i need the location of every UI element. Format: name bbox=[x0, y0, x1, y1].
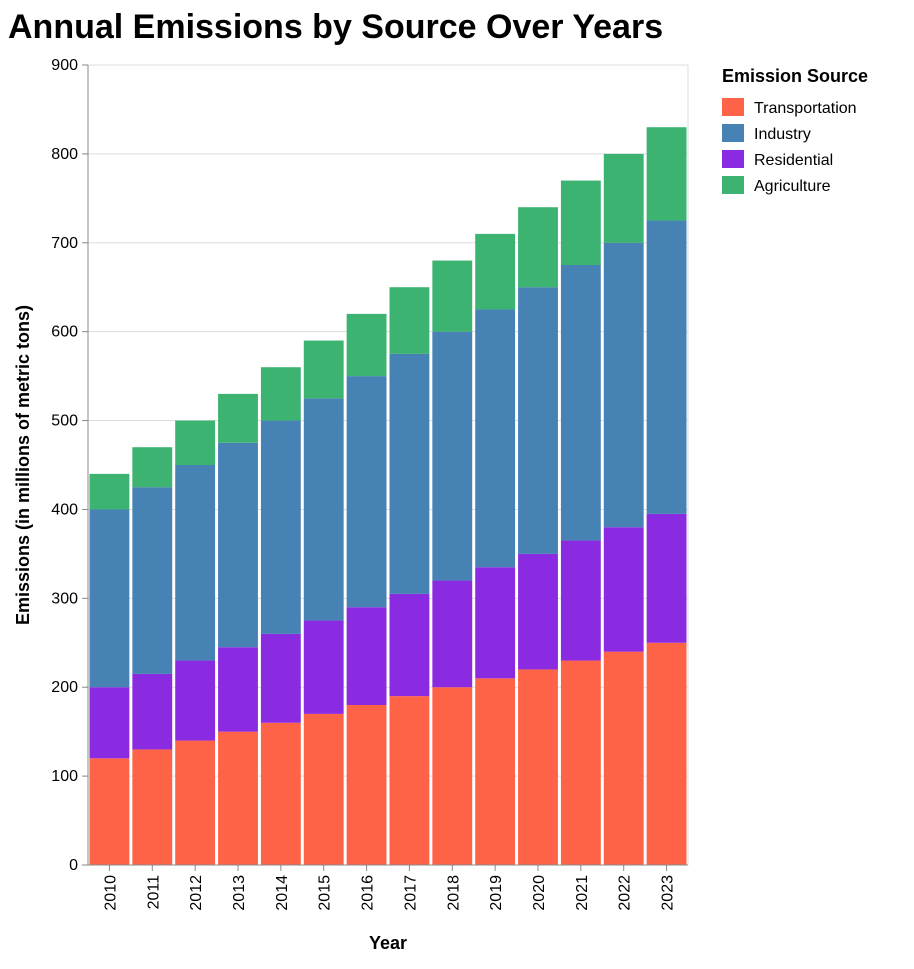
legend: Emission Source Transportation Industry Re… bbox=[722, 66, 868, 195]
bar-agriculture-2021 bbox=[560, 180, 601, 265]
x-tick-label: 2013 bbox=[231, 875, 248, 911]
bar-residential-2019 bbox=[475, 567, 516, 679]
x-tick-label: 2022 bbox=[617, 875, 634, 911]
x-tick-label: 2011 bbox=[145, 875, 162, 910]
y-tick-label: 200 bbox=[51, 679, 78, 696]
bar-residential-2021 bbox=[560, 540, 601, 661]
bar-industry-2021 bbox=[560, 265, 601, 541]
bar-industry-2019 bbox=[475, 309, 516, 568]
y-tick-label: 900 bbox=[51, 57, 78, 74]
bar-transportation-2015 bbox=[303, 713, 344, 865]
bar-residential-2010 bbox=[89, 687, 130, 759]
y-tick-label: 100 bbox=[51, 768, 78, 785]
bar-agriculture-2013 bbox=[218, 393, 258, 443]
x-tick-label: 2010 bbox=[102, 875, 119, 911]
bar-industry-2011 bbox=[132, 487, 173, 674]
x-tick-label: 2018 bbox=[445, 875, 462, 911]
bar-residential-2023 bbox=[646, 513, 687, 643]
x-tick-label: 2015 bbox=[317, 875, 334, 911]
x-tick-label: 2019 bbox=[488, 875, 505, 911]
bar-industry-2018 bbox=[432, 331, 473, 581]
legend-title: Emission Source bbox=[722, 66, 868, 86]
x-tick-label: 2014 bbox=[274, 875, 291, 911]
bar-industry-2016 bbox=[346, 376, 387, 608]
bar-industry-2013 bbox=[218, 442, 258, 648]
bar-transportation-2020 bbox=[518, 669, 558, 865]
bar-agriculture-2014 bbox=[260, 367, 301, 421]
bar-transportation-2021 bbox=[560, 660, 601, 865]
bar-agriculture-2018 bbox=[432, 260, 473, 332]
bars bbox=[89, 127, 687, 865]
bar-agriculture-2019 bbox=[475, 233, 516, 310]
bar-agriculture-2022 bbox=[603, 153, 644, 243]
x-tick-label: 2020 bbox=[531, 875, 548, 911]
bar-industry-2023 bbox=[646, 220, 687, 514]
bar-agriculture-2017 bbox=[389, 287, 430, 354]
x-tick-label: 2012 bbox=[188, 875, 205, 911]
bar-industry-2017 bbox=[389, 353, 430, 594]
bar-residential-2011 bbox=[132, 673, 173, 750]
legend-label-industry: Industry bbox=[754, 126, 811, 143]
bar-residential-2016 bbox=[346, 607, 387, 705]
y-tick-label: 600 bbox=[51, 324, 78, 341]
x-tick-label: 2017 bbox=[402, 875, 419, 911]
bar-residential-2015 bbox=[303, 620, 344, 714]
x-tick-label: 2021 bbox=[574, 875, 591, 911]
bar-residential-2020 bbox=[518, 553, 558, 670]
legend-swatch-industry bbox=[722, 124, 744, 142]
y-tick-label: 400 bbox=[51, 501, 78, 518]
bar-industry-2015 bbox=[303, 398, 344, 621]
bar-industry-2014 bbox=[260, 420, 301, 634]
bar-agriculture-2020 bbox=[518, 207, 558, 288]
bar-agriculture-2016 bbox=[346, 313, 387, 377]
bar-transportation-2012 bbox=[175, 740, 216, 865]
legend-label-residential: Residential bbox=[754, 152, 833, 169]
axes: 0 100 200 300 400 500 600 700 800 900 2010 2011 2012… bbox=[51, 57, 688, 911]
bar-transportation-2016 bbox=[346, 705, 387, 865]
bar-industry-2010 bbox=[89, 509, 130, 688]
legend-label-agriculture: Agriculture bbox=[754, 178, 831, 195]
legend-swatch-residential bbox=[722, 150, 744, 168]
bar-industry-2012 bbox=[175, 465, 216, 661]
y-tick-label: 500 bbox=[51, 413, 78, 430]
bar-agriculture-2010 bbox=[89, 473, 130, 510]
bar-agriculture-2012 bbox=[175, 420, 216, 465]
bar-agriculture-2023 bbox=[646, 127, 687, 221]
bar-industry-2020 bbox=[518, 287, 558, 554]
y-axis-title: Emissions (in millions of metric tons) bbox=[13, 305, 33, 625]
bar-residential-2012 bbox=[175, 660, 216, 741]
bar-transportation-2011 bbox=[132, 749, 173, 865]
legend-swatch-transportation bbox=[722, 98, 744, 116]
x-tick-label: 2016 bbox=[360, 875, 377, 911]
legend-label-transportation: Transportation bbox=[754, 100, 857, 117]
y-tick-label: 700 bbox=[51, 235, 78, 252]
bar-agriculture-2011 bbox=[132, 447, 173, 488]
bar-transportation-2023 bbox=[646, 642, 687, 865]
y-tick-label: 800 bbox=[51, 146, 78, 163]
bar-industry-2022 bbox=[603, 242, 644, 528]
y-tick-label: 0 bbox=[69, 857, 78, 874]
legend-swatch-agriculture bbox=[722, 176, 744, 194]
bar-residential-2014 bbox=[260, 633, 301, 723]
x-tick-label: 2023 bbox=[660, 875, 677, 911]
bar-residential-2013 bbox=[218, 647, 258, 732]
bar-transportation-2022 bbox=[603, 651, 644, 865]
bar-residential-2022 bbox=[603, 527, 644, 652]
bar-transportation-2017 bbox=[389, 696, 430, 865]
bar-transportation-2018 bbox=[432, 687, 473, 865]
bar-residential-2017 bbox=[389, 593, 430, 697]
chart-title: Annual Emissions by Source Over Years bbox=[8, 8, 663, 46]
bar-residential-2018 bbox=[432, 580, 473, 688]
bar-agriculture-2015 bbox=[303, 340, 344, 399]
bar-transportation-2014 bbox=[260, 722, 301, 865]
bar-transportation-2010 bbox=[89, 758, 130, 865]
x-axis-title: Year bbox=[369, 933, 407, 953]
y-tick-label: 300 bbox=[51, 590, 78, 607]
bar-transportation-2013 bbox=[218, 731, 258, 865]
bar-transportation-2019 bbox=[475, 678, 516, 865]
